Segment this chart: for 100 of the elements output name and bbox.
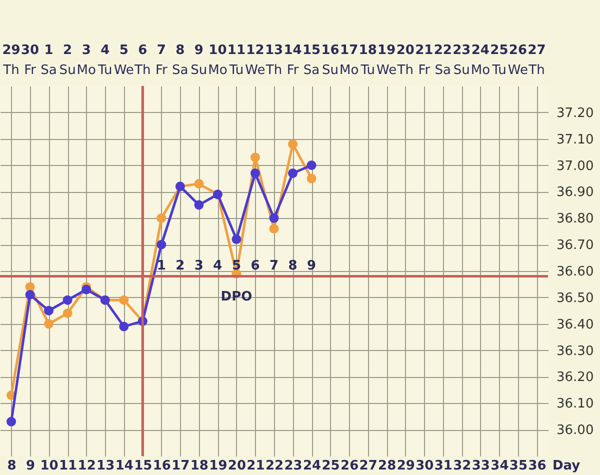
point — [194, 200, 204, 210]
x-tick-label: 15 — [134, 458, 152, 474]
text: 3 — [82, 43, 91, 58]
x-tick-label: 8 — [7, 458, 16, 474]
y-tick-label: 36.90 — [556, 185, 594, 200]
text: Mo — [339, 63, 359, 78]
text: Mo — [76, 63, 96, 78]
x-tick-label: 32 — [453, 458, 472, 474]
text: Th — [528, 63, 545, 78]
text: 4 — [100, 43, 110, 58]
x-tick-label: 19 — [209, 458, 228, 474]
text: 25 — [490, 43, 508, 58]
text: Sa — [40, 63, 57, 78]
text: We — [376, 63, 397, 78]
point — [232, 234, 242, 244]
text: Fr — [155, 63, 168, 78]
point — [44, 319, 54, 329]
y-tick-label: 36.80 — [556, 212, 594, 227]
text: We — [508, 63, 528, 78]
text: Fr — [24, 63, 37, 78]
x-tick-label: 35 — [509, 458, 528, 474]
x-tick-label: 18 — [190, 458, 208, 474]
y-tick-label: 36.60 — [556, 264, 594, 280]
x-tick-label: 20 — [228, 458, 246, 474]
point — [306, 174, 316, 184]
x-tick-label: 23 — [284, 458, 302, 474]
text: Th — [134, 63, 151, 78]
point — [62, 308, 72, 318]
x-axis-title: Day — [552, 458, 581, 474]
point — [62, 295, 72, 305]
annotation: 3 — [194, 258, 204, 274]
annotation: 9 — [307, 258, 316, 274]
x-tick-label: 26 — [340, 458, 359, 474]
text: 11 — [227, 43, 246, 58]
x-tick-label: 36 — [528, 458, 546, 474]
text: Tu — [96, 63, 112, 78]
text: Mo — [208, 63, 228, 78]
point — [194, 179, 204, 189]
text: 20 — [396, 43, 414, 58]
text: 30 — [20, 43, 40, 58]
point — [119, 295, 129, 305]
text: 9 — [194, 43, 204, 58]
text: Su — [453, 63, 470, 78]
text: 12 — [246, 43, 264, 58]
text: 21 — [415, 43, 434, 58]
text: 27 — [528, 43, 546, 58]
text: 10 — [208, 43, 227, 58]
y-tick-label: 36.00 — [556, 423, 594, 438]
y-tick-label: 37.20 — [556, 106, 594, 121]
x-tick-label: 14 — [115, 458, 134, 474]
x-tick-label: 34 — [490, 458, 509, 474]
x-tick-label: 10 — [40, 458, 58, 474]
text: 14 — [284, 43, 302, 58]
text: Th — [264, 63, 282, 78]
point — [269, 224, 279, 234]
y-tick-label: 36.50 — [556, 290, 594, 306]
point — [44, 306, 54, 316]
annotation: 1 — [156, 258, 166, 274]
y-tick-label: 37.10 — [556, 132, 594, 148]
x-tick-label: 33 — [472, 458, 490, 474]
x-tick-label: 21 — [246, 458, 265, 474]
text: Sa — [434, 63, 452, 78]
text: Tu — [228, 63, 244, 78]
annotation: 8 — [288, 258, 298, 274]
text: 29 — [2, 43, 20, 58]
x-tick-label: 31 — [434, 458, 452, 474]
text: Tu — [491, 63, 506, 78]
text: 19 — [378, 43, 396, 58]
text: 18 — [358, 43, 377, 58]
text: 15 — [302, 43, 321, 58]
point — [156, 213, 166, 223]
x-tick-label: 25 — [322, 458, 340, 474]
point — [269, 213, 279, 223]
annotation: 6 — [250, 258, 260, 274]
text: 24 — [471, 43, 490, 58]
point — [306, 160, 316, 170]
x-tick-label: 17 — [172, 458, 190, 474]
point — [288, 168, 298, 178]
text: Mo — [470, 63, 490, 78]
text: Th — [396, 63, 414, 78]
point — [25, 290, 35, 300]
text: 13 — [264, 43, 284, 58]
y-tick-label: 36.20 — [556, 370, 594, 386]
y-tick-label: 36.10 — [556, 396, 594, 412]
x-tick-label: 12 — [78, 458, 96, 474]
text: 8 — [176, 43, 185, 58]
annotation: DPO — [220, 289, 252, 304]
text: 16 — [321, 43, 340, 58]
x-tick-label: 29 — [396, 458, 415, 474]
y-tick-label: 36.70 — [556, 238, 594, 254]
annotation: 4 — [213, 258, 222, 274]
text: Th — [2, 63, 20, 78]
text: 7 — [156, 43, 166, 58]
text: Su — [190, 63, 208, 78]
point — [82, 284, 92, 294]
x-tick-label: 16 — [152, 458, 171, 474]
point — [25, 282, 35, 292]
x-tick-label: 24 — [302, 458, 322, 474]
text: 23 — [452, 43, 471, 58]
text: Fr — [418, 63, 431, 78]
